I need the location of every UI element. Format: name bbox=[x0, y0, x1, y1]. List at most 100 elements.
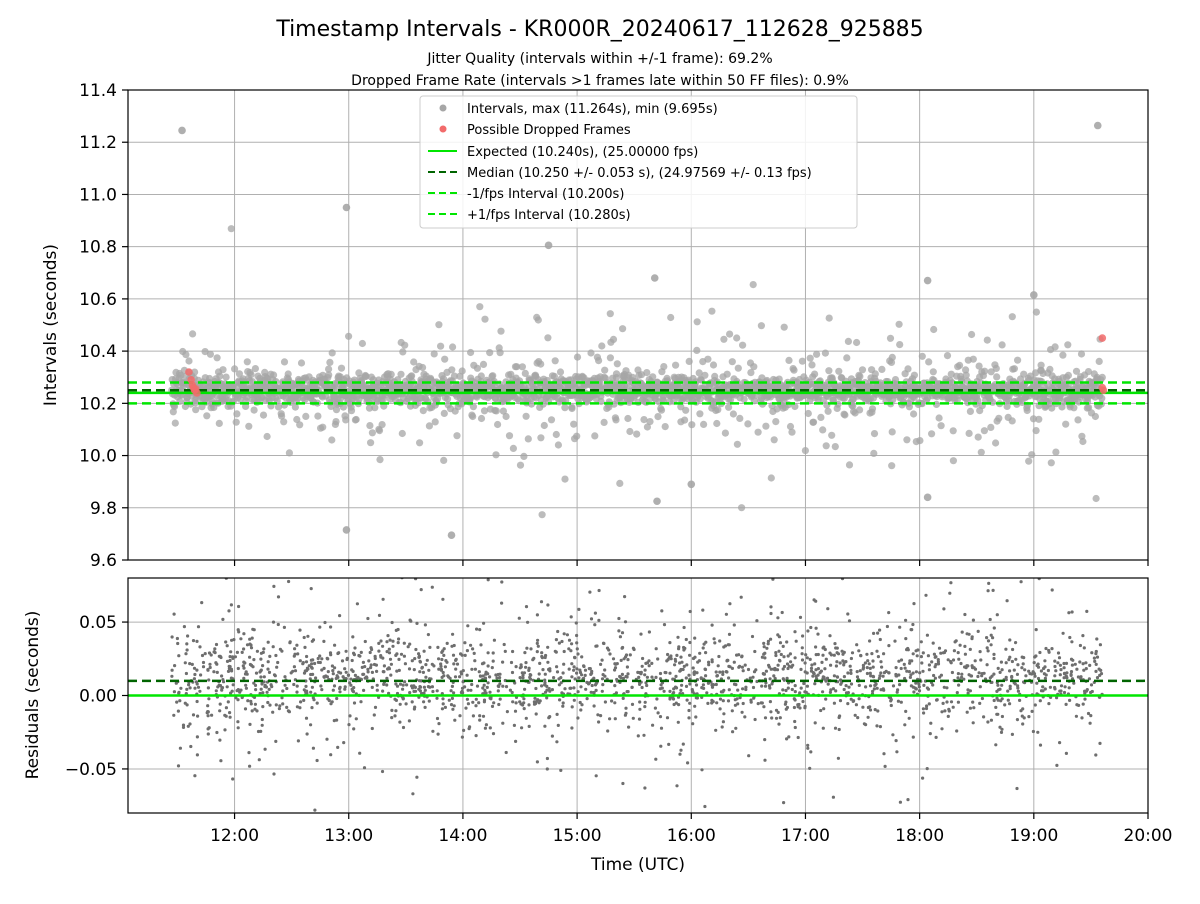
residual-point bbox=[471, 647, 475, 651]
residual-point bbox=[811, 674, 815, 678]
residual-point bbox=[236, 666, 240, 671]
residual-point bbox=[784, 688, 788, 693]
residual-point bbox=[574, 621, 578, 625]
residual-point bbox=[896, 699, 901, 703]
residual-point bbox=[329, 653, 333, 657]
residual-point bbox=[769, 637, 773, 641]
interval-point bbox=[419, 407, 427, 415]
residual-point bbox=[575, 667, 579, 671]
residual-point bbox=[543, 672, 547, 676]
residual-point bbox=[310, 706, 314, 710]
interval-point bbox=[845, 461, 854, 469]
residual-point bbox=[1067, 686, 1071, 690]
interval-point bbox=[708, 307, 716, 315]
residual-point bbox=[373, 705, 378, 710]
residual-point bbox=[584, 687, 588, 691]
residual-point bbox=[871, 689, 875, 693]
interval-point bbox=[868, 405, 877, 413]
interval-point bbox=[923, 493, 932, 502]
residual-point bbox=[441, 697, 445, 701]
residual-point bbox=[219, 759, 223, 763]
residual-point bbox=[943, 709, 947, 713]
y-tick-label: 10.8 bbox=[79, 238, 117, 258]
residual-point bbox=[1079, 675, 1083, 679]
residual-point bbox=[435, 696, 439, 700]
residual-point bbox=[928, 732, 932, 736]
residual-point bbox=[946, 714, 950, 719]
residual-point bbox=[762, 641, 766, 646]
residual-point bbox=[587, 667, 591, 671]
residual-point bbox=[924, 706, 929, 711]
residual-point bbox=[191, 639, 196, 643]
residual-point bbox=[904, 637, 908, 641]
residual-point bbox=[545, 767, 549, 771]
residual-point bbox=[627, 725, 631, 729]
residual-point bbox=[428, 645, 432, 650]
residual-point bbox=[898, 800, 903, 804]
interval-point bbox=[499, 407, 507, 415]
interval-point bbox=[274, 403, 283, 411]
residual-point bbox=[1003, 703, 1007, 707]
residual-point bbox=[684, 676, 688, 680]
residual-point bbox=[863, 661, 868, 665]
residual-point bbox=[362, 672, 366, 676]
residual-point bbox=[730, 666, 735, 671]
residual-point bbox=[801, 699, 805, 704]
residual-point bbox=[813, 682, 817, 686]
residual-point bbox=[1043, 665, 1047, 669]
interval-point bbox=[981, 367, 989, 375]
residual-point bbox=[1086, 711, 1091, 716]
residual-point bbox=[894, 739, 898, 743]
residual-point bbox=[637, 675, 641, 680]
interval-point bbox=[419, 363, 427, 372]
residual-point bbox=[769, 667, 773, 671]
residual-point bbox=[948, 591, 952, 595]
residual-point bbox=[1058, 689, 1062, 693]
residual-point bbox=[934, 735, 938, 740]
residual-point bbox=[422, 685, 426, 689]
residual-point bbox=[995, 613, 999, 617]
residual-point bbox=[871, 675, 876, 679]
interval-point bbox=[1064, 341, 1072, 349]
residual-point bbox=[855, 643, 859, 647]
residual-point bbox=[575, 641, 579, 645]
residual-point bbox=[201, 660, 206, 665]
interval-point bbox=[215, 419, 223, 427]
residual-point bbox=[186, 634, 190, 638]
residual-point bbox=[834, 664, 839, 668]
interval-point bbox=[1003, 402, 1011, 410]
residual-point bbox=[519, 665, 523, 669]
residual-point bbox=[787, 735, 791, 739]
residual-point bbox=[608, 652, 612, 656]
interval-point bbox=[1074, 416, 1082, 424]
residual-point bbox=[1078, 660, 1082, 664]
residual-point bbox=[553, 649, 557, 653]
residual-point bbox=[402, 654, 406, 658]
interval-point bbox=[233, 410, 241, 418]
residual-point bbox=[272, 772, 276, 776]
residual-point bbox=[206, 727, 210, 731]
interval-point bbox=[956, 361, 964, 369]
residual-point bbox=[201, 665, 206, 669]
residual-point bbox=[301, 662, 305, 666]
residual-point bbox=[927, 668, 932, 672]
residual-point bbox=[399, 652, 404, 656]
interval-point bbox=[992, 439, 1000, 447]
residual-point bbox=[259, 675, 263, 679]
residual-point bbox=[465, 697, 469, 701]
residual-point bbox=[971, 618, 976, 622]
interval-point bbox=[740, 395, 748, 403]
residual-point bbox=[243, 661, 247, 665]
residual-point bbox=[569, 686, 573, 690]
residual-point bbox=[470, 682, 474, 687]
residual-point bbox=[590, 683, 594, 688]
chart-subtitle-jitter: Jitter Quality (intervals within +/-1 fr… bbox=[426, 51, 772, 67]
interval-point bbox=[888, 462, 896, 470]
residual-point bbox=[1084, 661, 1088, 665]
residual-point bbox=[721, 670, 725, 674]
interval-point bbox=[243, 358, 251, 366]
interval-point bbox=[477, 414, 486, 423]
residual-point bbox=[674, 686, 679, 690]
residual-point bbox=[1019, 580, 1023, 584]
residual-point bbox=[976, 629, 980, 634]
